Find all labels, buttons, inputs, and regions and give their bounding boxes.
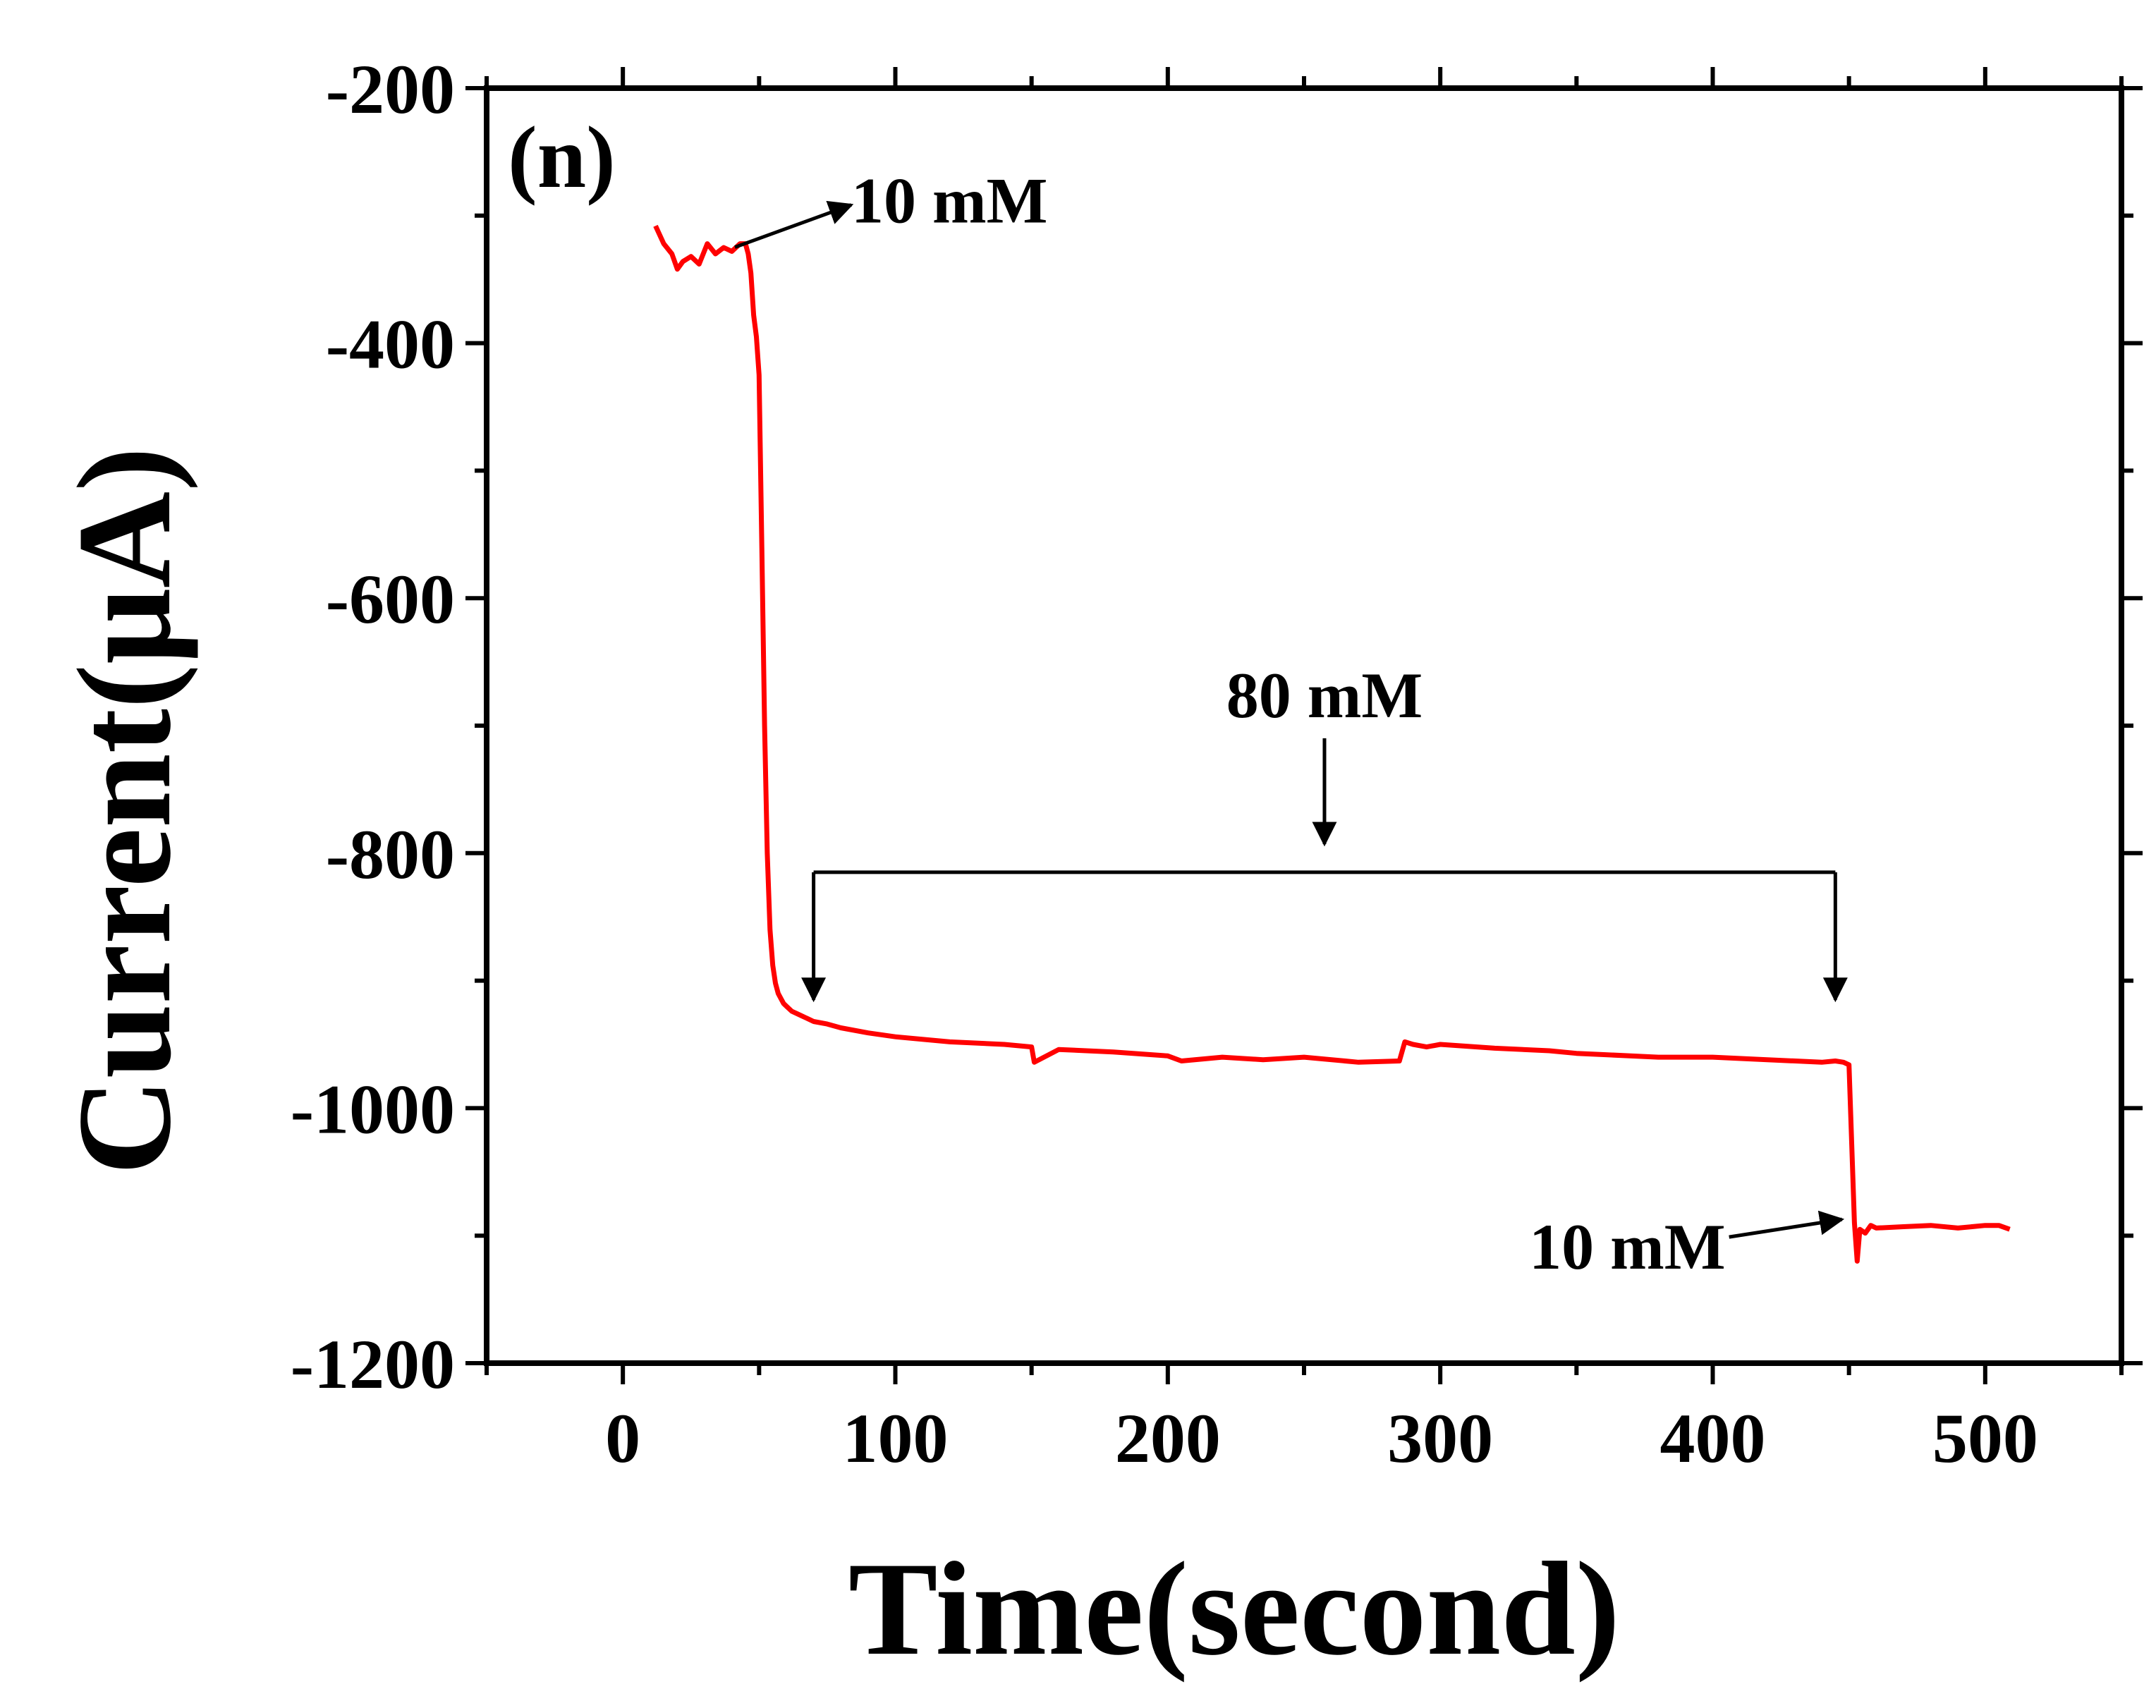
- y-axis-title: Current(μA): [51, 447, 199, 1176]
- x-tick-label: 400: [1660, 1399, 1766, 1477]
- y-tick-label: -400: [326, 305, 455, 384]
- panel-label: (n): [508, 109, 616, 207]
- annotation-label-80mM: 80 mM: [1226, 659, 1423, 731]
- annotation-arrow-10mM-start: [735, 205, 851, 248]
- series-current-line: [656, 226, 2010, 1261]
- x-tick-label: 0: [605, 1399, 640, 1477]
- y-tick-label: -1200: [291, 1325, 455, 1403]
- tick-labels: 0 100 200 300 400 500 -200 -400 -600 -800 -1000 -12…: [291, 50, 2038, 1477]
- annotation-label-10mM-start: 10 mM: [851, 165, 1047, 237]
- annotation-label-10mM-end: 10 mM: [1529, 1211, 1725, 1283]
- x-tick-label: 500: [1932, 1399, 2038, 1477]
- x-tick-label: 100: [843, 1399, 949, 1477]
- y-tick-label: -200: [326, 50, 455, 128]
- y-tick-label: -800: [326, 815, 455, 893]
- chart: 0 100 200 300 400 500 -200 -400 -600 -800 -1000 -12…: [0, 0, 2156, 1708]
- y-tick-label: -1000: [291, 1070, 455, 1148]
- x-axis-title: Time(second): [848, 1535, 1620, 1683]
- annotations: 10 mM 80 mM 10 mM: [735, 165, 1842, 1283]
- y-tick-label: -600: [326, 560, 455, 638]
- x-tick-label: 200: [1115, 1399, 1221, 1477]
- annotation-arrow-10mM-end: [1729, 1219, 1842, 1237]
- x-tick-label: 300: [1387, 1399, 1493, 1477]
